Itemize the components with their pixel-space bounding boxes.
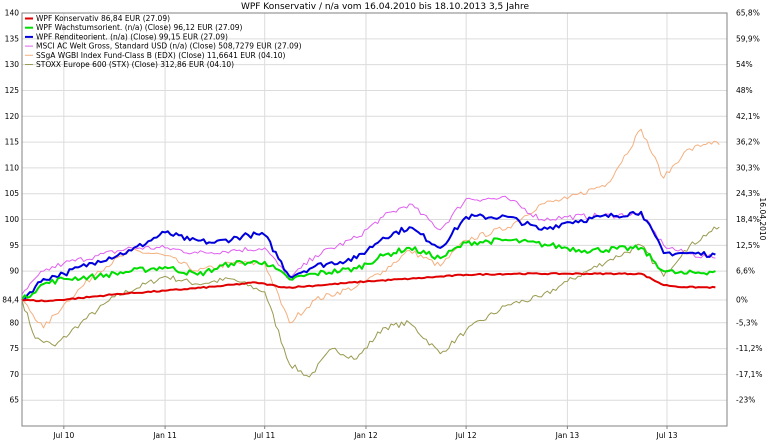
y-tick-right: -23% [736, 396, 755, 405]
y-tick-right: 24,3% [736, 189, 760, 198]
y-tick-left: 90 [9, 267, 19, 276]
y-tick-left: 100 [5, 215, 20, 224]
y-tick-left: 140 [5, 9, 20, 18]
legend-entry: WPF Wachstumsorient. (n/a) (Close) 96,12… [36, 23, 243, 32]
x-tick-label: Jan 12 [353, 431, 378, 440]
y-tick-left: 105 [5, 189, 20, 198]
legend: WPF Konservativ 86,84 EUR (27.09)WPF Wac… [25, 14, 302, 69]
legend-entry: WPF Konservativ 86,84 EUR (27.09) [36, 14, 170, 23]
legend-entry: WPF Renditeorient. (n/a) (Close) 99,15 E… [36, 32, 228, 41]
y-tick-left: 115 [5, 138, 20, 147]
y-tick-left: 70 [9, 370, 19, 379]
x-tick-label: Jul 11 [253, 431, 275, 440]
y-tick-right: -5,3% [736, 318, 758, 327]
y-tick-right: -17,1% [736, 370, 763, 379]
y-tick-right: 36,2% [736, 138, 760, 147]
grid [22, 13, 727, 426]
legend-entry: MSCI AC Welt Gross, Standard USD (n/a) (… [36, 42, 302, 51]
series-line [22, 129, 719, 328]
x-tick-label: Jul 10 [52, 431, 74, 440]
series-line [22, 212, 715, 300]
x-tick-label: Jul 12 [455, 431, 477, 440]
series-lines [22, 129, 719, 377]
y-tick-left: 84,4 [2, 296, 19, 305]
y-tick-right: 6,6% [736, 267, 755, 276]
series-line [22, 273, 715, 301]
y-tick-right: 65,8% [736, 9, 760, 18]
x-tick-label: Jan 11 [152, 431, 177, 440]
y-tick-left: 110 [5, 163, 20, 172]
side-date-label: 16.04.2010 [758, 198, 767, 241]
y-tick-left: 65 [9, 396, 19, 405]
y-tick-right: 12,5% [736, 241, 760, 250]
y-tick-left: 120 [5, 112, 20, 121]
series-line [22, 227, 719, 377]
y-tick-right: 48% [736, 86, 753, 95]
y-tick-right: 30,3% [736, 163, 760, 172]
y-tick-right: 0% [736, 296, 748, 305]
y-tick-right: 59,9% [736, 34, 760, 43]
y-tick-right: 54% [736, 60, 753, 69]
legend-entry: STOXX Europe 600 (STX) (Close) 312,86 EU… [36, 60, 234, 69]
x-tick-label: Jul 13 [656, 431, 678, 440]
legend-entry: SSgA WGBI Index Fund-Class B (EDX) (Clos… [36, 51, 285, 60]
y-tick-left: 75 [9, 344, 19, 353]
y-tick-right: -11,2% [736, 344, 763, 353]
y-tick-right: 18,4% [736, 215, 760, 224]
x-tick-label: Jan 13 [555, 431, 580, 440]
y-tick-left: 130 [5, 60, 20, 69]
y-tick-left: 125 [5, 86, 20, 95]
y-tick-left: 80 [9, 318, 19, 327]
y-tick-left: 135 [5, 34, 20, 43]
y-tick-left: 95 [9, 241, 19, 250]
y-tick-right: 42,1% [736, 112, 760, 121]
chart-title: WPF Konservativ / n/a vom 16.04.2010 bis… [241, 2, 530, 12]
